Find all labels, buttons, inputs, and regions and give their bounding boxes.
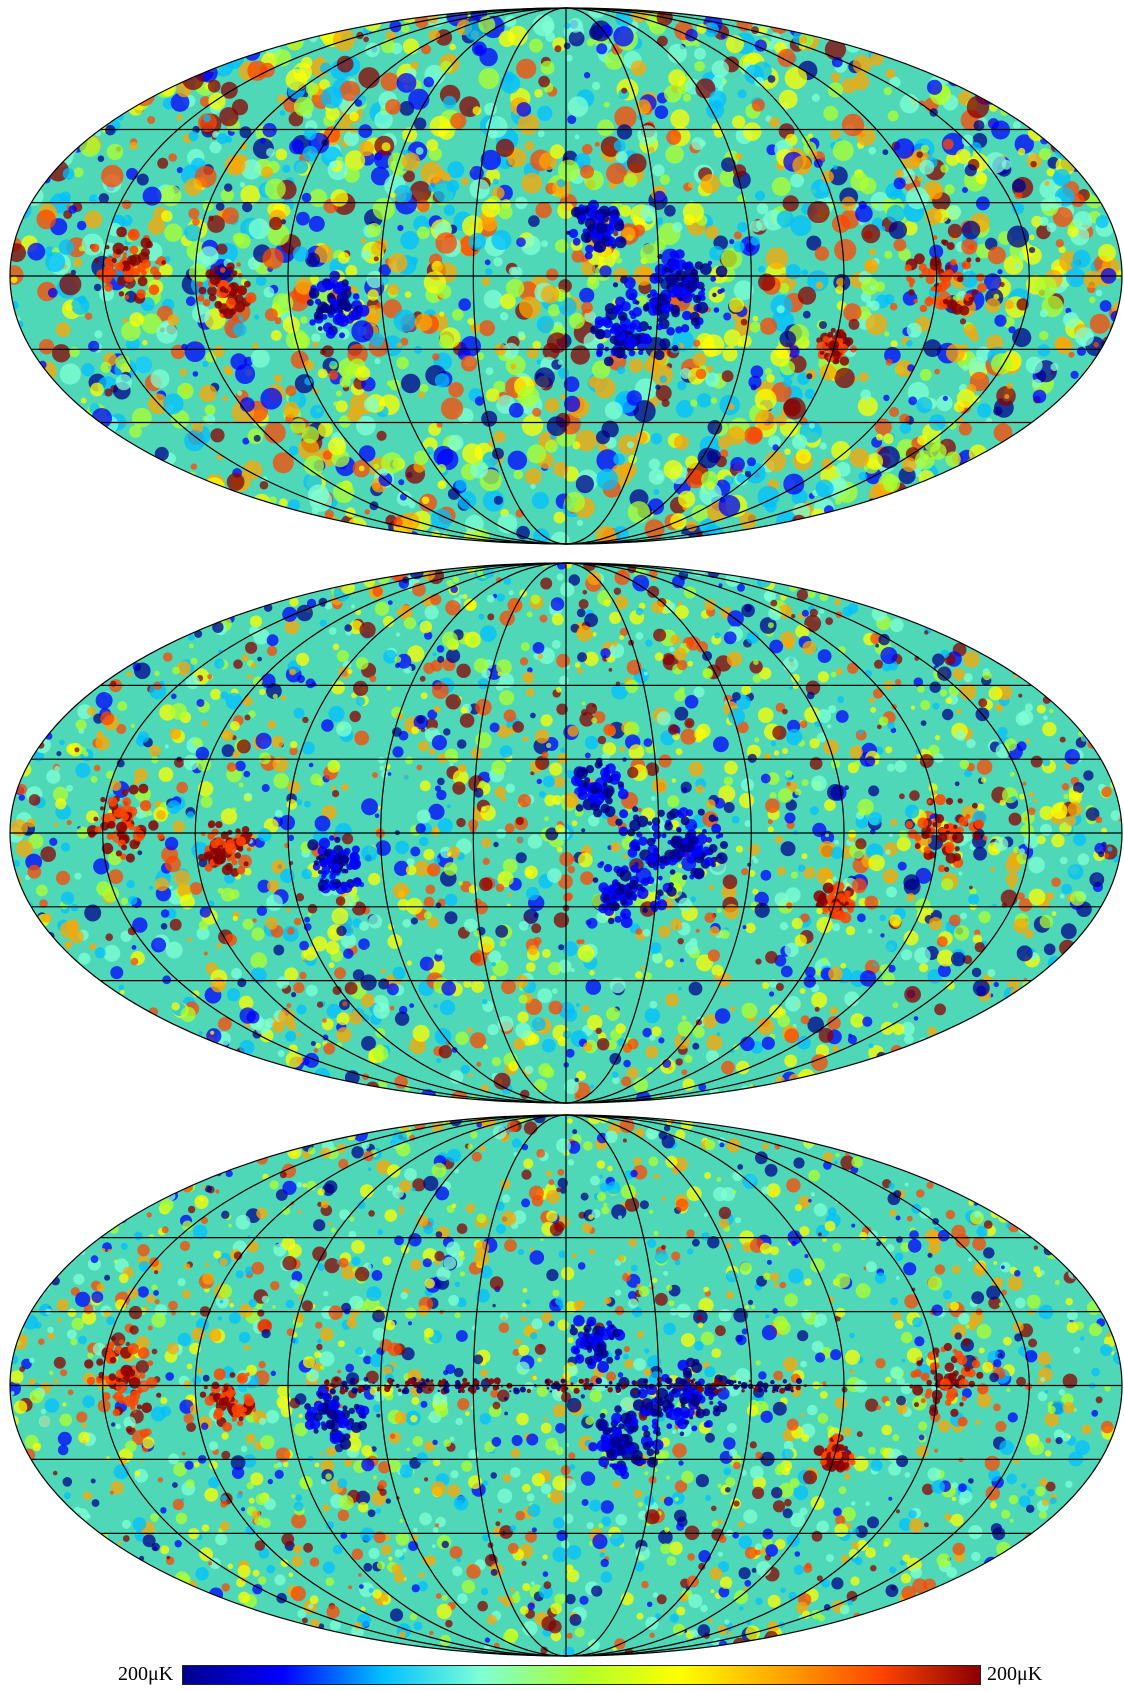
sky-map-bottom <box>8 1113 1124 1658</box>
colorbar-max-label: 200μK <box>987 1663 1043 1685</box>
sky-map-top <box>8 6 1124 546</box>
colorbar-min-label: 200μK <box>118 1663 174 1685</box>
colorbar-gradient <box>182 1665 981 1685</box>
colorbar-row: 200μK 200μK <box>0 1658 1124 1691</box>
sky-map-middle <box>8 561 1124 1105</box>
